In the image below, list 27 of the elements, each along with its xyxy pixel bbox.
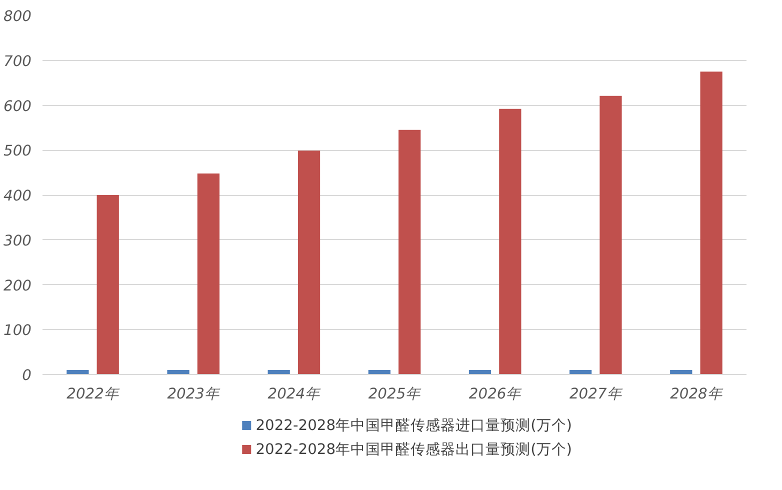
bar (398, 130, 421, 374)
y-tick-label: 100 (4, 322, 32, 340)
bar (700, 72, 722, 374)
x-tick-label: 2024年 (268, 386, 322, 402)
x-tick-label: 2026年 (468, 386, 522, 402)
x-tick-label: 2023年 (167, 386, 221, 402)
y-tick-label: 600 (4, 98, 32, 115)
x-tick-label: 2028年 (670, 386, 724, 402)
bar (499, 108, 522, 374)
bar (600, 96, 622, 374)
bar (298, 150, 320, 374)
bar (167, 370, 190, 374)
bar (66, 370, 89, 374)
bar (96, 195, 119, 374)
y-tick-label: 400 (4, 188, 32, 204)
x-tick-label: 2022年 (66, 386, 120, 402)
y-tick-label: 300 (4, 232, 32, 250)
y-tick-label: 800 (4, 8, 32, 25)
y-tick-label: 0 (22, 367, 32, 384)
x-tick-label: 2027年 (569, 386, 623, 402)
x-tick-label: 2025年 (368, 386, 422, 402)
legend-label: 2022-2028年中国甲醛传感器出口量预测(万个) (256, 441, 572, 458)
y-tick-label: 500 (4, 142, 32, 160)
legend-label: 2022-2028年中国甲醛传感器进口量预测(万个) (256, 417, 572, 434)
y-tick-label: 200 (4, 277, 32, 294)
y-tick-label: 700 (4, 52, 32, 70)
bar (197, 173, 220, 374)
